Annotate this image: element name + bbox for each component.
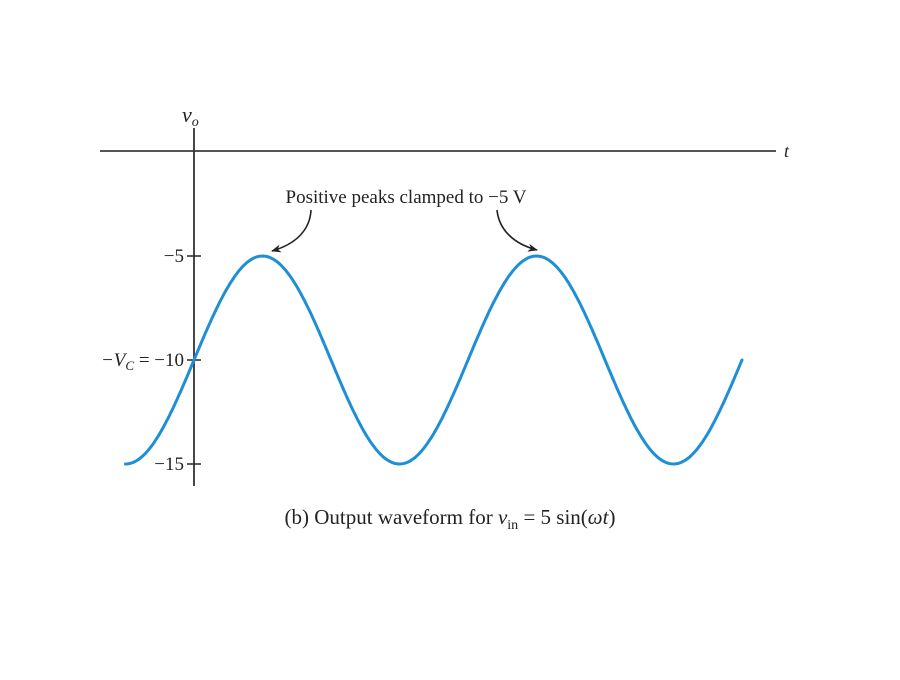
tick-label-minus-10: −VC = −10 bbox=[101, 350, 184, 373]
chart-caption: (b) Output waveform for vin = 5 sin(ωt) bbox=[284, 505, 616, 534]
waveform-line bbox=[124, 254, 744, 466]
y-axis-label: vo bbox=[182, 102, 199, 130]
annotation-arrow-left bbox=[271, 209, 312, 253]
tick-label-minus-15: −15 bbox=[154, 454, 184, 475]
tick-label-minus-5: −5 bbox=[164, 246, 184, 267]
annotation-arrow-right bbox=[496, 209, 538, 252]
annotation-text: Positive peaks clamped to −5 V bbox=[286, 187, 527, 208]
x-axis-label: t bbox=[784, 141, 790, 161]
